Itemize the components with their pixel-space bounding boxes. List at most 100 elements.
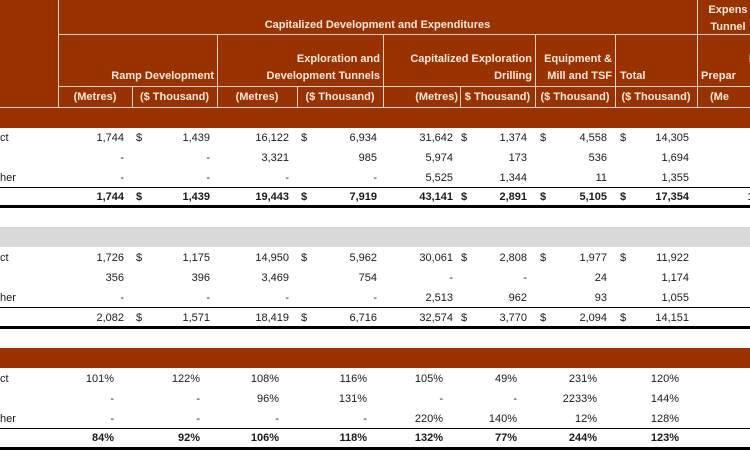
cell-equip-k: 2,094 bbox=[579, 312, 607, 324]
cell-ramp-d: $ bbox=[136, 252, 143, 264]
cell-total-k: 14,151 bbox=[655, 312, 689, 324]
cell-expl-k: 985 bbox=[358, 152, 377, 164]
unit-label: (Metres) bbox=[73, 91, 117, 103]
cell-expl-m: - bbox=[285, 292, 289, 304]
cell-ramp-m: 84% bbox=[91, 432, 114, 444]
cell-expl-k: 116% bbox=[339, 373, 367, 385]
table-header: Capitalized Development and Expenditures… bbox=[0, 0, 750, 128]
cell-expl-k: 131% bbox=[338, 393, 367, 405]
cell-expl-d: $ bbox=[301, 132, 308, 144]
cell-exp: 8 bbox=[700, 131, 750, 145]
cell-drill-m: 5,525 bbox=[425, 172, 453, 184]
cell-drill-m: 220% bbox=[414, 413, 443, 425]
total-rule bbox=[0, 447, 750, 450]
header-divider bbox=[58, 86, 750, 87]
cell-ramp-m: 2,082 bbox=[96, 312, 124, 324]
unit-label: ($ Thousand) bbox=[305, 91, 375, 103]
cell-expl-d: $ bbox=[301, 312, 308, 324]
cell-total-d: $ bbox=[620, 312, 627, 324]
cell-ramp-k: - bbox=[196, 413, 200, 425]
cell-drill-k: 77% bbox=[494, 432, 517, 444]
header-divider bbox=[0, 107, 750, 108]
cell-drill-m: 31,642 bbox=[419, 132, 453, 144]
cell-total-k: 17,354 bbox=[655, 191, 689, 203]
cell-ramp-m: - bbox=[110, 393, 114, 405]
cell-ramp-k: 1,439 bbox=[182, 191, 210, 203]
cell-drill-k: 173 bbox=[508, 152, 527, 164]
cell-equip-k: 93 bbox=[594, 292, 607, 304]
cell-ramp-d: $ bbox=[136, 132, 143, 144]
col-expensed-line1: M bbox=[698, 53, 750, 65]
row-label: ct bbox=[0, 373, 9, 385]
cell-expl-d: $ bbox=[301, 252, 308, 264]
cell-ramp-m: 101% bbox=[85, 373, 114, 385]
cell-expl-m: 14,950 bbox=[255, 252, 289, 264]
header-divider bbox=[535, 35, 536, 108]
unit-label: (Metres) bbox=[235, 91, 279, 103]
cell-expl-k: 6,716 bbox=[349, 312, 377, 324]
cell-drill-k: 49% bbox=[494, 373, 517, 385]
total-rule bbox=[0, 205, 750, 208]
unit-label: (Metres) bbox=[415, 91, 458, 103]
cell-equip-d: $ bbox=[540, 252, 547, 264]
cell-total-k: 1,694 bbox=[661, 152, 689, 164]
total-rule bbox=[0, 326, 750, 329]
cell-equip-k: 2233% bbox=[562, 393, 597, 405]
cell-total-k: 11,922 bbox=[656, 252, 689, 264]
cell-drill-d: $ bbox=[461, 191, 468, 203]
cell-total-k: 14,305 bbox=[655, 132, 689, 144]
row-label: her bbox=[0, 292, 16, 304]
cell-ramp-m: - bbox=[110, 413, 114, 425]
cell-ramp-m: 1,744 bbox=[96, 191, 124, 203]
cell-ramp-k: - bbox=[206, 292, 210, 304]
cell-exp: 1 bbox=[700, 151, 750, 165]
header-divider bbox=[297, 87, 298, 108]
row-label: ct bbox=[0, 132, 9, 144]
cell-total-k: 1,355 bbox=[661, 172, 689, 184]
cell-ramp-k: - bbox=[206, 172, 210, 184]
cell-expl-k: 118% bbox=[339, 432, 367, 444]
header-divider bbox=[460, 87, 461, 108]
cell-exp: 2 bbox=[700, 271, 750, 285]
group-title: Capitalized Development and Expenditures bbox=[264, 19, 491, 31]
cell-drill-m: 105% bbox=[414, 373, 443, 385]
col-equipment-line2: Mill and TSF bbox=[547, 70, 612, 82]
cell-total-k: 120% bbox=[650, 373, 679, 385]
cell-expl-k: 7,919 bbox=[349, 191, 377, 203]
cell-ramp-m: - bbox=[120, 152, 124, 164]
col-expensed-line2: Prepar bbox=[701, 70, 736, 82]
cell-drill-k: 2,808 bbox=[499, 252, 527, 264]
cell-expl-m: 18,419 bbox=[255, 312, 289, 324]
cell-total-k: 123% bbox=[650, 432, 679, 444]
cell-expl-k: - bbox=[373, 292, 377, 304]
section-band bbox=[0, 227, 750, 247]
cell-expl-k: 754 bbox=[358, 272, 377, 284]
cell-drill-m: 43,141 bbox=[419, 191, 453, 203]
subtotal-rule bbox=[0, 307, 750, 308]
row-label: her bbox=[0, 413, 16, 425]
cell-expl-m: 106% bbox=[250, 432, 279, 444]
cell-drill-k: - bbox=[523, 272, 527, 284]
cell-ramp-k: 1,571 bbox=[182, 312, 210, 324]
header-divider bbox=[132, 87, 133, 108]
cell-equip-k: 231% bbox=[568, 373, 597, 385]
cell-total-k: 1,055 bbox=[661, 292, 689, 304]
cell-drill-d: $ bbox=[461, 312, 468, 324]
cell-equip-k: 11 bbox=[595, 172, 607, 184]
cell-expl-k: 6,934 bbox=[349, 132, 377, 144]
cell-drill-d: $ bbox=[461, 252, 468, 264]
expensed-title-line1: Expens bbox=[708, 4, 748, 16]
row-label: her bbox=[0, 172, 16, 184]
cell-drill-m: 132% bbox=[414, 432, 443, 444]
cell-expl-k: 5,962 bbox=[349, 252, 377, 264]
cell-ramp-k: 92% bbox=[177, 432, 200, 444]
cell-equip-k: 244% bbox=[568, 432, 597, 444]
section-band bbox=[0, 348, 750, 368]
cell-expl-k: - bbox=[363, 413, 367, 425]
header-divider bbox=[697, 0, 698, 108]
cell-total-k: 144% bbox=[650, 393, 679, 405]
cell-equip-k: 12% bbox=[574, 413, 597, 425]
cell-ramp-d: $ bbox=[136, 312, 143, 324]
cell-expl-m: - bbox=[285, 172, 289, 184]
unit-label: ($ Thousand) bbox=[139, 91, 210, 103]
